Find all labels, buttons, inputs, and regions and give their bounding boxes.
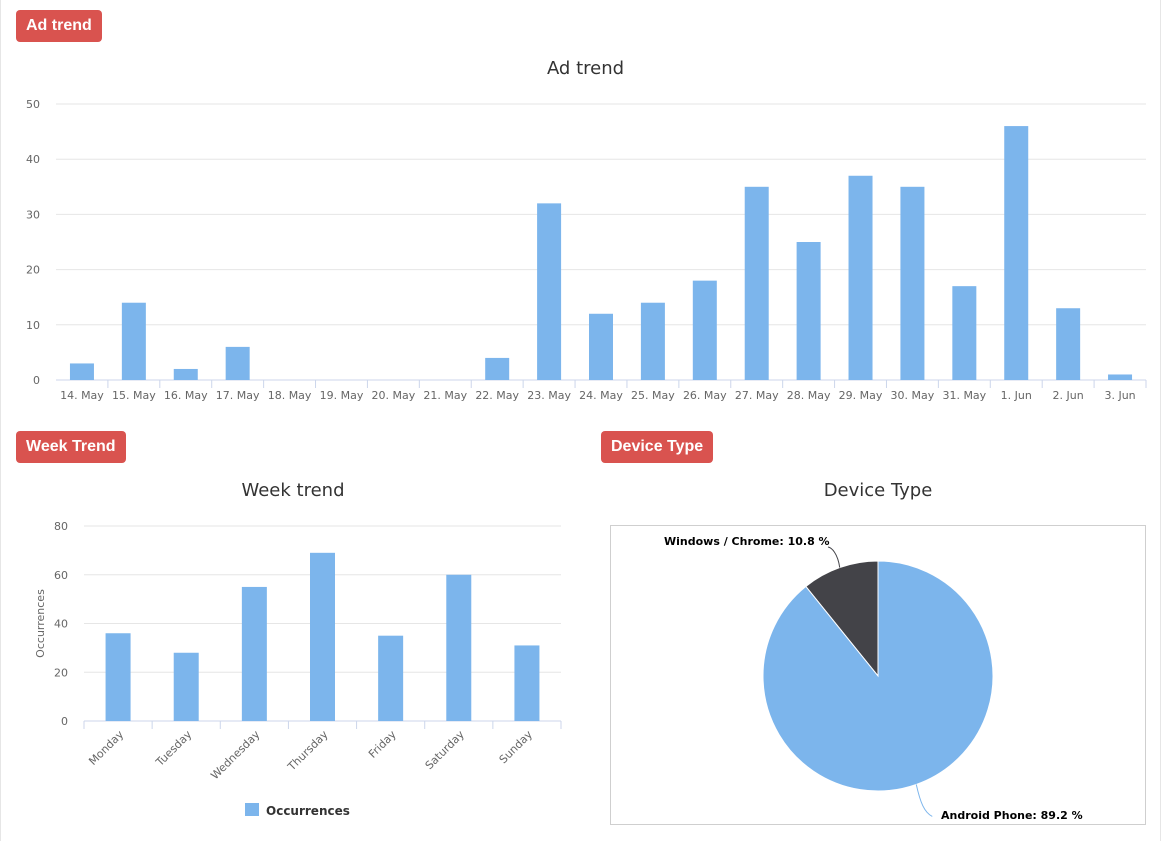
device-type-pie-chart: Windows / Chrome: 10.8 % Android Phone: 8… <box>664 535 1083 822</box>
device-type-badge[interactable]: Device Type <box>601 431 714 463</box>
y-tick-label: 10 <box>26 319 40 332</box>
bar <box>796 242 821 380</box>
y-tick-label: 20 <box>54 666 68 679</box>
bar <box>640 302 665 380</box>
bar <box>1056 308 1081 380</box>
pie-slice-android-phone <box>762 560 994 792</box>
device-type-plot-frame <box>610 525 1146 825</box>
x-tick-label: 1. Jun <box>1001 389 1032 402</box>
bar <box>692 280 717 380</box>
x-tick-label: 27. May <box>735 389 779 402</box>
x-tick-label: 31. May <box>942 389 986 402</box>
ad-trend-title: Ad trend <box>546 58 625 79</box>
x-tick-label: 15. May <box>112 389 156 402</box>
x-tick-label: Friday <box>366 728 399 761</box>
y-tick-label: 0 <box>33 374 40 387</box>
bar <box>310 552 335 721</box>
x-tick-label: 17. May <box>216 389 260 402</box>
x-tick-label: Thursday <box>285 728 331 774</box>
x-tick-label: 16. May <box>164 389 208 402</box>
week-trend-badge[interactable]: Week Trend <box>16 431 126 463</box>
x-tick-label: 30. May <box>891 389 935 402</box>
bar <box>537 203 562 380</box>
legend-label: Occurrences <box>266 804 350 818</box>
bar <box>225 346 250 380</box>
ad-trend-chart: 0 10 20 30 40 50 14. May 15. May 16. May 17. May 1… <box>26 98 1147 402</box>
bar <box>105 633 131 721</box>
pie-slice-windows-chrome <box>805 560 879 678</box>
y-tick-label: 60 <box>54 569 68 582</box>
device-type-title: Device Type <box>823 480 933 501</box>
x-tick-label: Saturday <box>423 728 468 773</box>
x-tick-label: 2. Jun <box>1053 389 1084 402</box>
y-tick-label: 0 <box>61 715 68 728</box>
y-tick-label: 30 <box>26 208 40 221</box>
x-tick-label: Wednesday <box>208 728 263 783</box>
bar <box>485 357 510 380</box>
x-tick-label: 19. May <box>320 389 364 402</box>
x-tick-label: 24. May <box>579 389 623 402</box>
bar <box>900 186 925 380</box>
x-tick-label: 3. Jun <box>1104 389 1135 402</box>
bar <box>241 586 267 721</box>
y-tick-label: 50 <box>26 98 40 111</box>
bar <box>589 313 613 380</box>
bar <box>1108 374 1133 380</box>
bar <box>378 635 404 721</box>
week-trend-chart: 0 20 40 60 80 Occurrences Monday Tuesday Wednesd… <box>34 520 562 818</box>
x-tick-label: 18. May <box>268 389 312 402</box>
x-tick-label: Monday <box>86 728 126 768</box>
bar <box>121 302 146 380</box>
y-tick-label: 80 <box>54 520 68 533</box>
y-tick-label: 20 <box>26 264 40 277</box>
x-tick-label: 20. May <box>372 389 416 402</box>
pie-connector <box>915 784 933 817</box>
x-tick-label: 23. May <box>527 389 571 402</box>
panel-border-left <box>0 0 1 841</box>
legend-swatch <box>245 803 259 816</box>
x-tick-label: Tuesday <box>153 728 195 770</box>
y-axis-label: Occurrences <box>34 589 47 658</box>
bar <box>848 175 873 380</box>
x-tick-label: 26. May <box>683 389 727 402</box>
bar <box>173 368 198 380</box>
bar <box>744 186 769 380</box>
y-tick-label: 40 <box>54 618 68 631</box>
pie-label-windows-chrome: Windows / Chrome: 10.8 % <box>664 535 830 548</box>
x-tick-label: Sunday <box>497 728 536 767</box>
bar <box>952 286 977 380</box>
ad-trend-badge[interactable]: Ad trend <box>16 10 102 42</box>
bar <box>514 645 540 721</box>
x-tick-label: 21. May <box>423 389 467 402</box>
x-tick-label: 28. May <box>787 389 831 402</box>
x-tick-label: 29. May <box>839 389 883 402</box>
bar <box>446 574 472 721</box>
bar <box>69 363 94 380</box>
pie-connector <box>827 546 841 568</box>
pie-label-android-phone: Android Phone: 89.2 % <box>941 809 1083 822</box>
x-tick-label: 22. May <box>475 389 519 402</box>
x-tick-label: 14. May <box>60 389 104 402</box>
y-tick-label: 40 <box>26 153 40 166</box>
bar <box>173 652 199 721</box>
bar <box>1004 126 1029 380</box>
x-tick-label: 25. May <box>631 389 675 402</box>
week-trend-title: Week trend <box>241 480 345 501</box>
